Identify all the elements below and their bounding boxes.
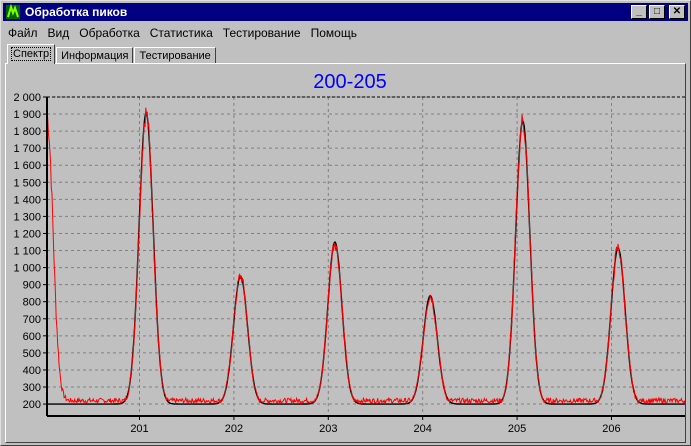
y-axis-ticks: 200 300 400 500 600 700 800 900 1 000 1 100 1 200 1… — [13, 92, 47, 411]
close-button[interactable]: ✕ — [669, 5, 685, 19]
maximize-button[interactable]: □ — [649, 5, 665, 19]
y-tick-label: 1 300 — [13, 211, 41, 223]
y-tick-label: 800 — [23, 297, 41, 309]
x-tick-label: 202 — [225, 423, 243, 435]
y-tick-label: 700 — [23, 314, 41, 326]
tab-information[interactable]: Информация — [56, 47, 134, 64]
spectrum-panel: 200-205 200 300 400 500 600 700 800 900 1 000 1 1… — [5, 63, 688, 443]
tab-strip: Спектр Информация Тестирование — [7, 44, 217, 64]
y-tick-label: 1 200 — [13, 228, 41, 240]
axes — [46, 96, 687, 417]
y-tick-label: 1 100 — [13, 246, 41, 258]
title-bar[interactable]: Обработка пиков _ □ ✕ — [3, 3, 688, 21]
x-tick-label: 206 — [602, 423, 620, 435]
tab-spectrum-label: Спектр — [10, 47, 52, 61]
measured-line — [46, 107, 688, 406]
menu-file[interactable]: Файл — [8, 25, 38, 40]
minimize-button[interactable]: _ — [631, 5, 647, 19]
spectrum-chart: 200-205 200 300 400 500 600 700 800 900 1 000 1 1… — [13, 71, 688, 435]
x-tick-label: 204 — [414, 423, 432, 435]
measured-series — [46, 107, 688, 406]
tab-testing[interactable]: Тестирование — [134, 47, 216, 64]
y-tick-label: 200 — [23, 399, 41, 411]
menu-statistics[interactable]: Статистика — [149, 25, 213, 40]
y-tick-label: 400 — [23, 365, 41, 377]
y-tick-label: 1 500 — [13, 177, 41, 189]
menu-help[interactable]: Помощь — [310, 25, 357, 40]
x-axis-ticks: 201 202 203 204 205 206 — [130, 416, 621, 435]
y-tick-label: 600 — [23, 331, 41, 343]
menu-testing[interactable]: Тестирование — [222, 25, 301, 40]
x-tick-label: 203 — [319, 423, 337, 435]
menu-bar: Файл Вид Обработка Статистика Тестирован… — [3, 23, 362, 42]
y-tick-label: 2 000 — [13, 92, 41, 104]
y-tick-label: 300 — [23, 382, 41, 394]
y-tick-label: 1 400 — [13, 194, 41, 206]
y-tick-label: 1 900 — [13, 109, 41, 121]
x-tick-label: 205 — [508, 423, 526, 435]
chart-title: 200-205 — [313, 71, 386, 93]
y-tick-label: 1 600 — [13, 160, 41, 172]
y-tick-label: 1 800 — [13, 126, 41, 138]
grid — [47, 96, 687, 416]
y-tick-label: 1 700 — [13, 143, 41, 155]
y-tick-label: 1 000 — [13, 263, 41, 275]
y-tick-label: 900 — [23, 280, 41, 292]
app-icon — [5, 4, 21, 20]
tab-spectrum[interactable]: Спектр — [7, 44, 56, 64]
menu-processing[interactable]: Обработка — [79, 25, 140, 40]
window-title: Обработка пиков — [25, 5, 128, 19]
menu-view[interactable]: Вид — [47, 25, 70, 40]
x-tick-label: 201 — [130, 423, 148, 435]
y-tick-label: 500 — [23, 348, 41, 360]
